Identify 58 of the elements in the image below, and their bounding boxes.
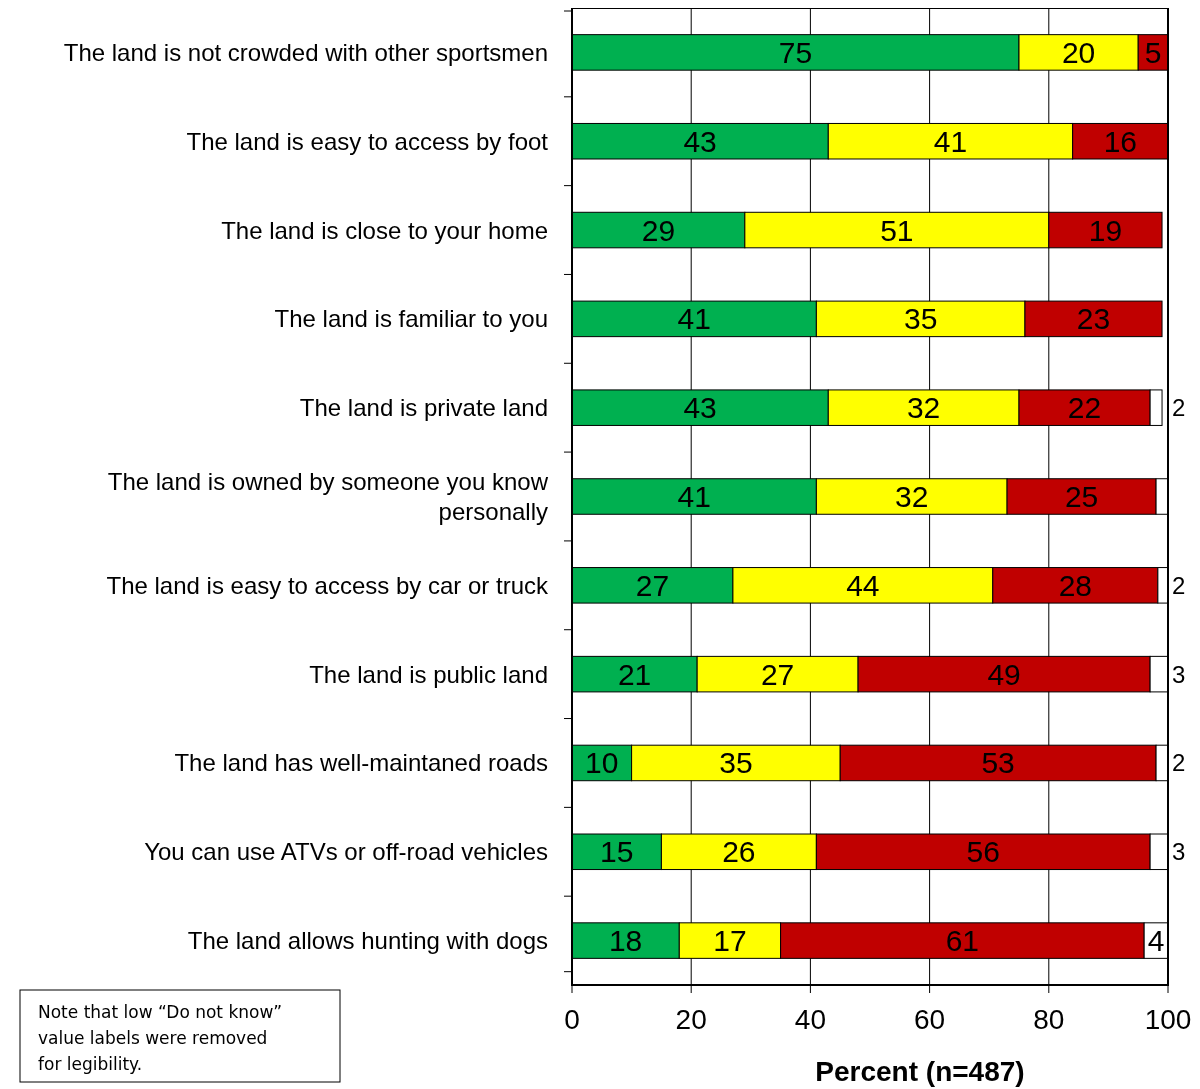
data-label: 21	[617, 657, 652, 691]
data-label: 43	[683, 124, 717, 158]
y-tick-label: The land is not crowded with other sportsmen	[63, 38, 548, 66]
y-tick-label: The land is private land	[299, 394, 548, 422]
x-tick-label: 0	[564, 1004, 580, 1035]
x-tick-label: 80	[1033, 1004, 1065, 1035]
y-tick-label: The land is familiar to you	[274, 305, 548, 333]
data-label: 41	[677, 302, 711, 336]
data-label: 43	[683, 391, 717, 425]
text: Note that low “Do not know” value labels were removed for legibility.	[38, 1002, 283, 1074]
data-label: 19	[1088, 213, 1123, 247]
x-tick-label: 60	[914, 1004, 946, 1035]
data-label: 27	[635, 568, 670, 602]
data-label: 29	[641, 213, 676, 247]
data-label: 41	[677, 480, 711, 513]
x-tick-label: 20	[675, 1004, 707, 1035]
y-tick-label: The land allows hunting with dogs	[187, 927, 548, 955]
data-label: 2	[1172, 571, 1186, 599]
data-label: 25	[1064, 480, 1099, 513]
data-label: 56	[966, 835, 1000, 869]
data-label: 35	[903, 302, 938, 336]
data-label: 49	[987, 657, 1021, 691]
x-tick-label: 40	[794, 1004, 826, 1035]
data-label: 53	[981, 746, 1015, 780]
x-tick-label: 100	[1144, 1004, 1192, 1035]
data-label: 61	[945, 924, 980, 958]
data-label: 2	[1172, 394, 1186, 422]
data-label: 18	[608, 924, 643, 958]
x-axis-title: Percent (n=487)	[815, 1056, 1025, 1087]
data-label: 27	[760, 657, 795, 691]
y-tick-label: The land is easy to access by car or truck	[106, 571, 549, 599]
data-label: 2	[1172, 749, 1186, 777]
y-tick-label: The land is close to your home	[221, 216, 548, 244]
data-label: 51	[880, 213, 914, 247]
y-tick-label: The land is public land	[309, 660, 548, 688]
data-label: 35	[719, 746, 753, 780]
data-label: 10	[585, 746, 619, 780]
data-label: 4	[1147, 924, 1165, 958]
y-tick-label: The land has well-maintaned roads	[174, 749, 548, 777]
data-label: 32	[906, 391, 941, 425]
data-label: 44	[846, 568, 880, 602]
data-label: 15	[600, 835, 634, 869]
data-label: 3	[1172, 660, 1186, 688]
data-label: 23	[1076, 302, 1111, 336]
data-label: 26	[722, 835, 756, 869]
data-label: 5	[1144, 35, 1162, 69]
y-tick-label: The land is easy to access by foot	[186, 127, 549, 155]
data-label: 17	[713, 924, 747, 958]
data-label: 28	[1058, 568, 1093, 602]
data-label: 16	[1103, 124, 1138, 158]
data-label: 3	[1172, 838, 1186, 866]
data-label: 20	[1061, 35, 1096, 69]
data-label: 22	[1067, 391, 1102, 425]
data-label: 32	[895, 480, 929, 513]
data-label: 75	[778, 35, 813, 69]
data-label: 41	[933, 124, 968, 158]
y-tick-label: You can use ATVs or off-road vehicles	[144, 838, 548, 866]
y-tick-label: The land is owned by someone you know personally	[107, 468, 549, 525]
